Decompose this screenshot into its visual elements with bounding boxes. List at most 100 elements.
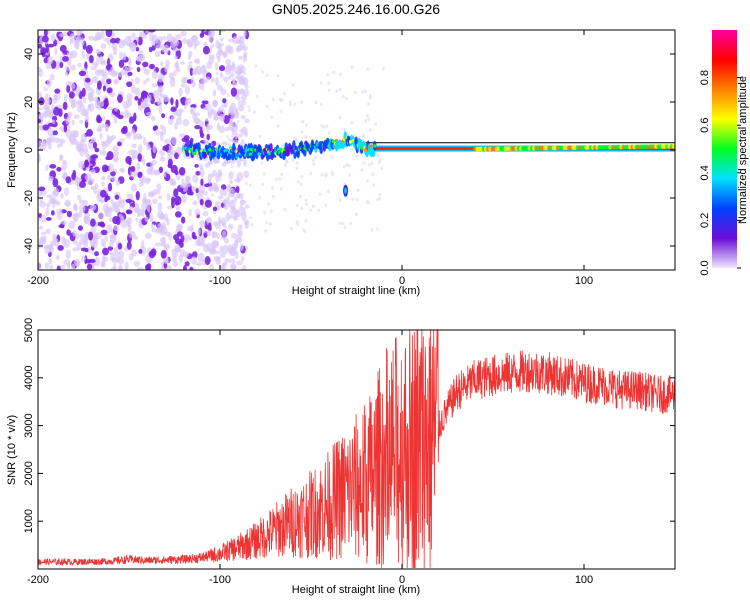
heatmap-noise-cell bbox=[97, 221, 102, 227]
heatmap-noise-cell bbox=[101, 255, 106, 264]
heatmap-noise-cell bbox=[204, 138, 208, 142]
heatmap-noise-cell bbox=[300, 100, 304, 104]
heatmap-noise-cell bbox=[238, 134, 242, 138]
heatmap-noise-cell bbox=[160, 132, 164, 142]
heatmap-signal-cell bbox=[269, 143, 273, 152]
heatmap-noise-cell bbox=[211, 182, 215, 186]
heatmap-noise-cell bbox=[268, 222, 272, 226]
heatmap-noise-cell bbox=[157, 73, 165, 83]
heatmap-noise-cell bbox=[53, 137, 60, 144]
heatmap-noise-cell bbox=[304, 198, 308, 203]
heatmap-noise-cell bbox=[175, 66, 181, 73]
heatmap-noise-cell bbox=[90, 137, 97, 143]
heatmap-noise-cell bbox=[203, 97, 207, 102]
heatmap-noise-cell bbox=[367, 163, 371, 167]
heatmap-noise-cell bbox=[118, 59, 125, 68]
heatmap-noise-cell bbox=[231, 264, 237, 270]
heatmap-noise-cell bbox=[147, 191, 154, 198]
heatmap-noise-cell bbox=[208, 34, 215, 44]
heatmap-noise-cell bbox=[166, 192, 171, 201]
heatmap-noise-cell bbox=[100, 43, 107, 50]
heatmap-noise-cell bbox=[102, 247, 110, 256]
heatmap-noise-cell bbox=[180, 83, 187, 88]
heatmap-noise-cell bbox=[76, 242, 82, 251]
colorbar-ticks: 0.0 0.2 0.4 0.6 0.8 bbox=[699, 70, 741, 276]
heatmap-noise-cell bbox=[211, 109, 215, 115]
heatmap-noise-cell bbox=[111, 43, 117, 50]
heatmap-noise-cell bbox=[113, 150, 120, 157]
heatmap-noise-cell bbox=[143, 192, 147, 203]
heatmap-noise-cell bbox=[200, 178, 204, 186]
snr-series bbox=[38, 330, 675, 569]
heatmap-noise-cell bbox=[128, 60, 132, 67]
heatmap-noise-cell bbox=[190, 104, 197, 109]
heatmap-noise-cell bbox=[121, 198, 126, 203]
heatmap-noise-cell bbox=[278, 176, 282, 181]
heatmap-noise-cell bbox=[204, 218, 211, 223]
heatmap-noise-cell bbox=[137, 135, 143, 140]
heatmap-noise-cell bbox=[322, 125, 326, 129]
heatmap-noise-cell bbox=[70, 99, 76, 109]
heatmap-noise-cell bbox=[206, 61, 213, 69]
heatmap-noise-cell bbox=[45, 44, 49, 54]
heatmap-noise-cell bbox=[135, 55, 143, 62]
snr-x-tick-label: -100 bbox=[209, 574, 231, 586]
heatmap-noise-cell bbox=[98, 212, 105, 221]
heatmap-noise-cell bbox=[148, 46, 153, 53]
heatmap-noise-cell bbox=[212, 206, 218, 212]
heatmap-noise-cell bbox=[366, 179, 370, 183]
heatmap-noise-cell bbox=[75, 261, 80, 268]
heatmap-y-tick-label: -40 bbox=[23, 238, 35, 254]
heatmap-noise-cell bbox=[93, 256, 101, 267]
heatmap-noise-cell bbox=[79, 237, 87, 246]
heatmap-noise-cell bbox=[133, 112, 137, 122]
heatmap-noise-cell bbox=[330, 170, 334, 175]
heatmap-noise-cell bbox=[62, 174, 67, 180]
heatmap-noise-cell bbox=[234, 131, 238, 140]
heatmap-noise-cell bbox=[38, 112, 46, 118]
heatmap-noise-cell bbox=[112, 250, 120, 257]
heatmap-noise-cell bbox=[80, 110, 88, 117]
heatmap-noise-cell bbox=[255, 94, 259, 99]
heatmap-noise-cell bbox=[190, 76, 195, 84]
heatmap-noise-cell bbox=[71, 119, 75, 126]
heatmap-noise-cell bbox=[142, 61, 149, 68]
heatmap-noise-cell bbox=[356, 188, 360, 192]
heatmap-noise-cell bbox=[221, 141, 228, 146]
heatmap-noise-cell bbox=[241, 126, 248, 136]
snr-y-tick-label: 5000 bbox=[23, 318, 35, 342]
colorbar-tick-label: 0.6 bbox=[699, 118, 711, 133]
heatmap-noise-cell bbox=[72, 169, 76, 177]
heatmap-noise-cell bbox=[199, 167, 205, 178]
heatmap-noise-cell bbox=[109, 240, 114, 248]
snr-x-label: Height of straight line (km) bbox=[292, 584, 420, 596]
heatmap-noise-cell bbox=[237, 89, 245, 95]
heatmap-noise-cell bbox=[309, 171, 313, 176]
heatmap-y-ticks: -40 -20 0 20 40 bbox=[23, 48, 675, 254]
heatmap-noise-cell bbox=[166, 218, 170, 226]
heatmap-noise-cell bbox=[180, 234, 185, 243]
heatmap-noise-cell bbox=[247, 108, 251, 113]
heatmap-noise-cell bbox=[202, 75, 206, 79]
heatmap-noise-cell bbox=[47, 127, 54, 137]
heatmap-noise-cell bbox=[77, 62, 82, 68]
heatmap-noise-cell bbox=[94, 183, 99, 190]
heatmap-noise-cell bbox=[227, 142, 231, 147]
heatmap-noise-cell bbox=[258, 134, 262, 139]
heatmap-noise-cell bbox=[133, 260, 141, 267]
heatmap-noise-cell bbox=[64, 199, 71, 207]
heatmap-noise-cell bbox=[303, 230, 307, 234]
heatmap-noise-cell bbox=[77, 194, 82, 201]
heatmap-noise-cell bbox=[84, 173, 92, 182]
heatmap-noise-cell bbox=[101, 123, 106, 129]
heatmap-noise-cell bbox=[235, 96, 241, 101]
heatmap-noise-cell bbox=[220, 88, 227, 96]
heatmap-noise-cell bbox=[230, 87, 238, 97]
heatmap-noise-cell bbox=[58, 108, 63, 117]
heatmap-noise-cell bbox=[62, 101, 68, 111]
heatmap-noise-cell bbox=[240, 114, 246, 120]
heatmap-noise-cell bbox=[312, 162, 316, 167]
colorbar-tick-label: 0.2 bbox=[699, 213, 711, 228]
heatmap-noise-cell bbox=[72, 230, 77, 237]
heatmap-noise-cell bbox=[78, 204, 86, 213]
